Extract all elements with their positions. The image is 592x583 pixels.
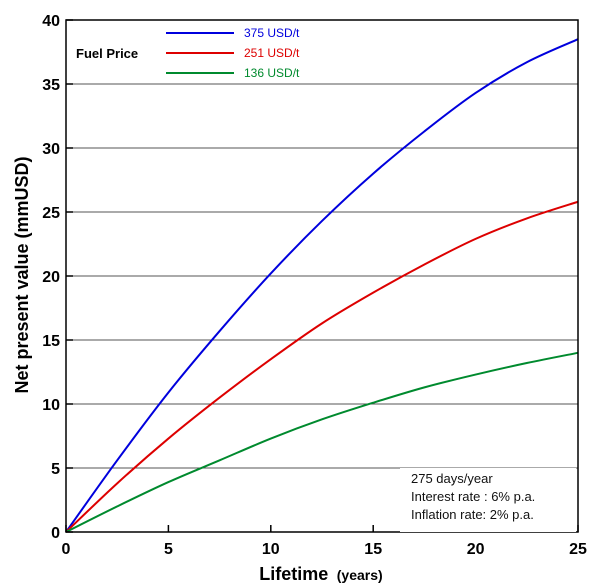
x-tick-label: 25 xyxy=(569,541,587,558)
gridlines xyxy=(66,83,578,469)
x-axis-title: Lifetime (years) xyxy=(259,564,382,583)
y-tick-label: 40 xyxy=(42,13,60,30)
legend-label-0: 375 USD/t xyxy=(244,26,300,40)
annotation-days: 275 days/year xyxy=(411,471,493,486)
x-tick-label: 10 xyxy=(262,541,280,558)
x-tick-label: 20 xyxy=(467,541,485,558)
annotation-interest: Interest rate : 6% p.a. xyxy=(411,489,535,504)
x-axis-unit: (years) xyxy=(337,567,383,583)
legend-label-2: 136 USD/t xyxy=(244,66,300,80)
legend-title: Fuel Price xyxy=(76,46,138,61)
annotation-inflation: Inflation rate: 2% p.a. xyxy=(411,507,534,522)
series-line-1 xyxy=(65,200,579,533)
series-lines xyxy=(65,38,579,533)
y-tick-label: 35 xyxy=(42,77,60,94)
x-axis-ticks: 0 5 10 15 20 25 xyxy=(62,525,587,558)
y-tick-label: 30 xyxy=(42,141,60,158)
legend: 375 USD/t 251 USD/t 136 USD/t xyxy=(166,26,300,80)
y-tick-label: 25 xyxy=(42,205,60,222)
series-line-0 xyxy=(65,38,579,533)
y-axis-ticks: 0 5 10 15 20 25 30 35 40 xyxy=(42,13,73,542)
x-axis-label: Lifetime xyxy=(259,564,328,583)
series-line-2 xyxy=(65,351,579,533)
y-tick-label: 0 xyxy=(51,525,60,542)
legend-label-1: 251 USD/t xyxy=(244,46,300,60)
y-axis-title: Net present value (mmUSD) xyxy=(12,156,32,393)
y-tick-label: 20 xyxy=(42,269,60,286)
annotation-background xyxy=(400,468,576,532)
y-tick-label: 15 xyxy=(42,333,60,350)
x-tick-label: 5 xyxy=(164,541,173,558)
y-tick-label: 5 xyxy=(51,461,60,478)
y-tick-label: 10 xyxy=(42,397,60,414)
x-tick-label: 0 xyxy=(62,541,71,558)
x-tick-label: 15 xyxy=(364,541,382,558)
